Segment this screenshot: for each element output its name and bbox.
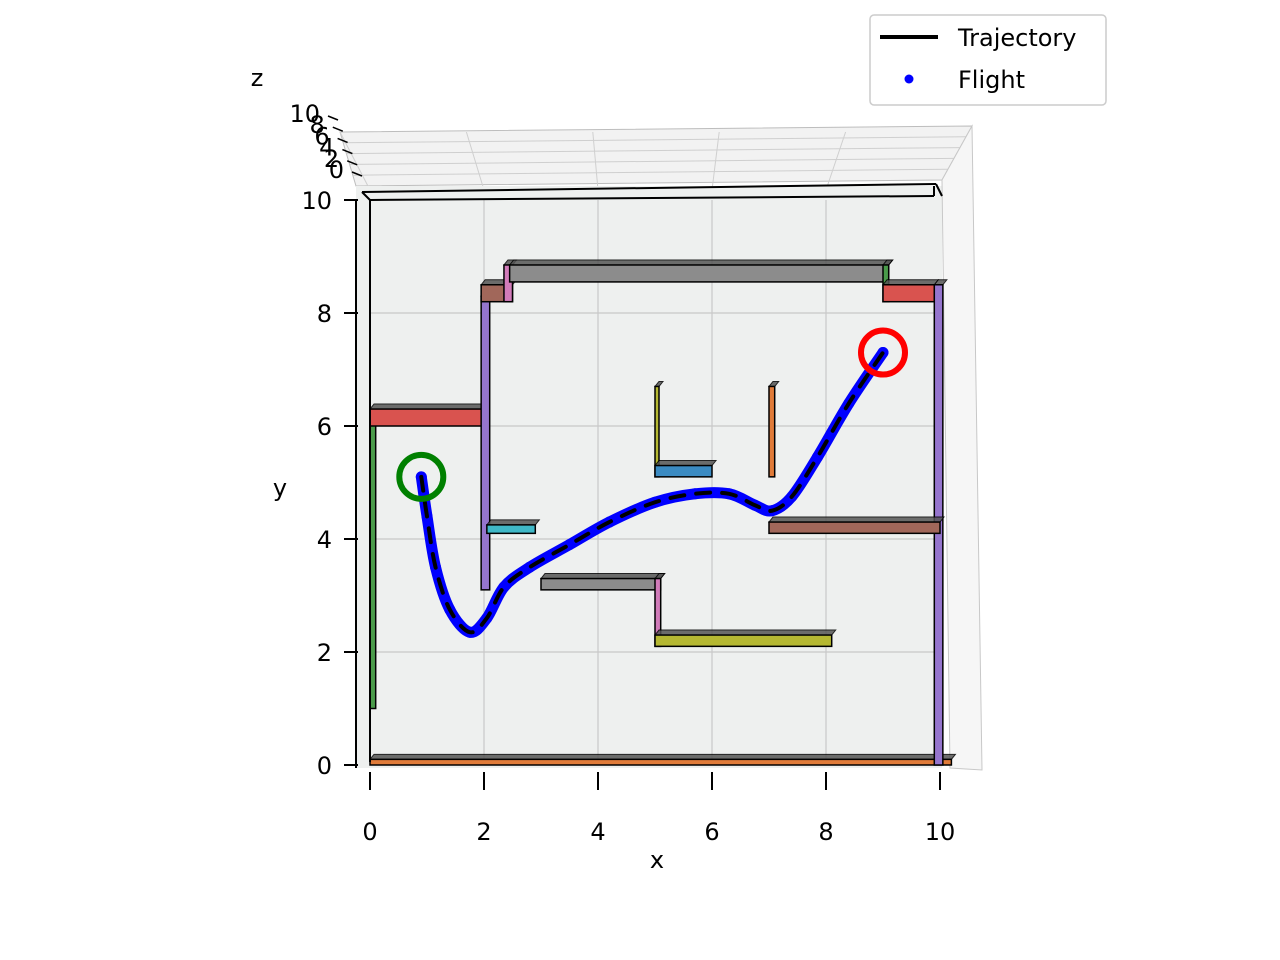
start-goal-markers bbox=[396, 327, 908, 502]
obstacle-block bbox=[768, 521, 941, 535]
side-pane bbox=[941, 124, 983, 771]
obstacle-block bbox=[654, 464, 713, 478]
obstacle-block bbox=[768, 385, 776, 478]
y-tick-label: 4 bbox=[317, 526, 332, 554]
obstacle-block bbox=[540, 577, 662, 591]
x-tick-label: 10 bbox=[925, 818, 956, 846]
z-tick-mark bbox=[342, 148, 353, 155]
obstacle-block bbox=[480, 295, 491, 591]
goal-marker bbox=[858, 327, 908, 378]
obstacle-block bbox=[369, 408, 485, 427]
depth-grid-line bbox=[352, 168, 949, 176]
obstacle-block bbox=[654, 634, 833, 648]
z-tick-label: 6 bbox=[314, 122, 329, 150]
obstacle-block bbox=[508, 264, 890, 283]
z-tick-mark bbox=[332, 126, 344, 132]
x-axis-ticks: 0 2 4 6 8 10 bbox=[362, 772, 955, 846]
y-tick-label: 0 bbox=[317, 752, 332, 780]
depth-grid-line bbox=[825, 131, 847, 191]
y-tick-label: 2 bbox=[317, 639, 332, 667]
start-marker bbox=[396, 451, 447, 502]
depth-grid-line bbox=[343, 136, 967, 144]
obstacle-top bbox=[881, 279, 940, 286]
obstacles-layer bbox=[368, 259, 957, 766]
z-tick-label: 0 bbox=[329, 156, 344, 184]
obstacle-block bbox=[882, 284, 936, 303]
obstacle-top bbox=[539, 573, 666, 580]
obstacle-block bbox=[503, 264, 514, 303]
trajectory-series-line bbox=[419, 350, 885, 635]
x-axis-label: x bbox=[650, 846, 664, 874]
z-tick-mark bbox=[351, 171, 363, 177]
legend-flight-label: Flight bbox=[958, 66, 1025, 94]
x-tick-label: 0 bbox=[362, 818, 377, 846]
z-tick-label: 8 bbox=[310, 111, 325, 139]
z-tick-mark bbox=[327, 115, 339, 121]
z-tick-mark bbox=[346, 160, 358, 166]
y-tick-label: 8 bbox=[317, 300, 332, 328]
y-tick-label: 6 bbox=[317, 413, 332, 441]
x-tick-label: 2 bbox=[476, 818, 491, 846]
x-tick-label: 8 bbox=[818, 818, 833, 846]
depth-grid-line bbox=[346, 147, 961, 155]
obstacle-top bbox=[767, 516, 946, 523]
depth-pane bbox=[339, 125, 973, 191]
depth-grid-line bbox=[592, 131, 599, 191]
legend-trajectory-label: Trajectory bbox=[957, 24, 1077, 52]
y-axis-label: y bbox=[273, 474, 287, 502]
frame-edges bbox=[355, 183, 943, 768]
y-tick-label: 10 bbox=[301, 187, 332, 215]
obstacle-top bbox=[368, 403, 490, 410]
z-tick-label: 2 bbox=[324, 145, 339, 173]
y-axis-ticks: 0 2 4 6 8 10 bbox=[301, 187, 358, 780]
obstacle-top bbox=[368, 753, 957, 760]
z-tick-label: 10 bbox=[289, 100, 320, 128]
legend: Trajectory Flight bbox=[869, 14, 1107, 106]
plot-pane bbox=[356, 186, 942, 768]
z-tick-label: 4 bbox=[319, 134, 334, 162]
depth-grid-line bbox=[349, 157, 955, 165]
obstacle-top bbox=[653, 629, 837, 636]
obstacle-block bbox=[369, 758, 953, 766]
legend-flight-swatch bbox=[904, 74, 914, 84]
x-tick-label: 6 bbox=[704, 818, 719, 846]
obstacle-block bbox=[486, 524, 537, 535]
x-tick-label: 4 bbox=[590, 818, 605, 846]
z-tick-mark bbox=[337, 137, 348, 144]
obstacle-top bbox=[508, 259, 894, 266]
z-axis-label: z bbox=[251, 64, 264, 92]
series-layer bbox=[415, 347, 889, 638]
